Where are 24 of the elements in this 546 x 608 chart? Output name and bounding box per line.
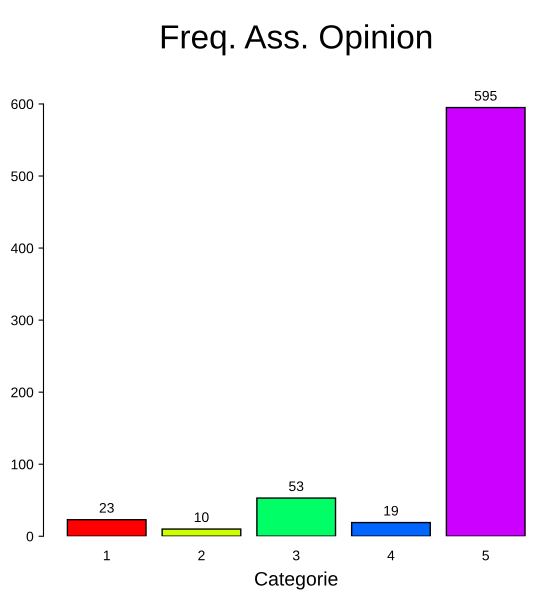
- x-tick-label: 3: [292, 550, 300, 560]
- x-tick-label: 2: [198, 550, 205, 560]
- y-tick-label: 200: [11, 387, 34, 398]
- bar: [256, 497, 336, 536]
- x-tick-label: 1: [104, 550, 110, 560]
- data-label: 53: [289, 481, 304, 492]
- data-label: 595: [474, 90, 497, 101]
- y-tick-label: 500: [11, 171, 34, 182]
- bar: [66, 518, 147, 536]
- bar: [161, 528, 242, 536]
- chart-title: Freq. Ass. Opinion: [162, 24, 432, 56]
- bar: [350, 522, 431, 536]
- bar: [446, 106, 526, 536]
- y-tick-label: 100: [12, 460, 34, 470]
- y-tick-label: 600: [11, 99, 34, 110]
- y-tick-label: 300: [11, 315, 34, 326]
- data-label: 10: [194, 512, 209, 522]
- x-tick-label: 5: [482, 550, 489, 560]
- y-tick-label: 0: [26, 532, 34, 542]
- y-tick-label: 400: [10, 243, 34, 254]
- x-axis-title: Categorie: [255, 571, 338, 590]
- x-tick-label: 4: [387, 550, 394, 560]
- data-label: 19: [384, 506, 398, 516]
- data-label: 23: [100, 502, 114, 513]
